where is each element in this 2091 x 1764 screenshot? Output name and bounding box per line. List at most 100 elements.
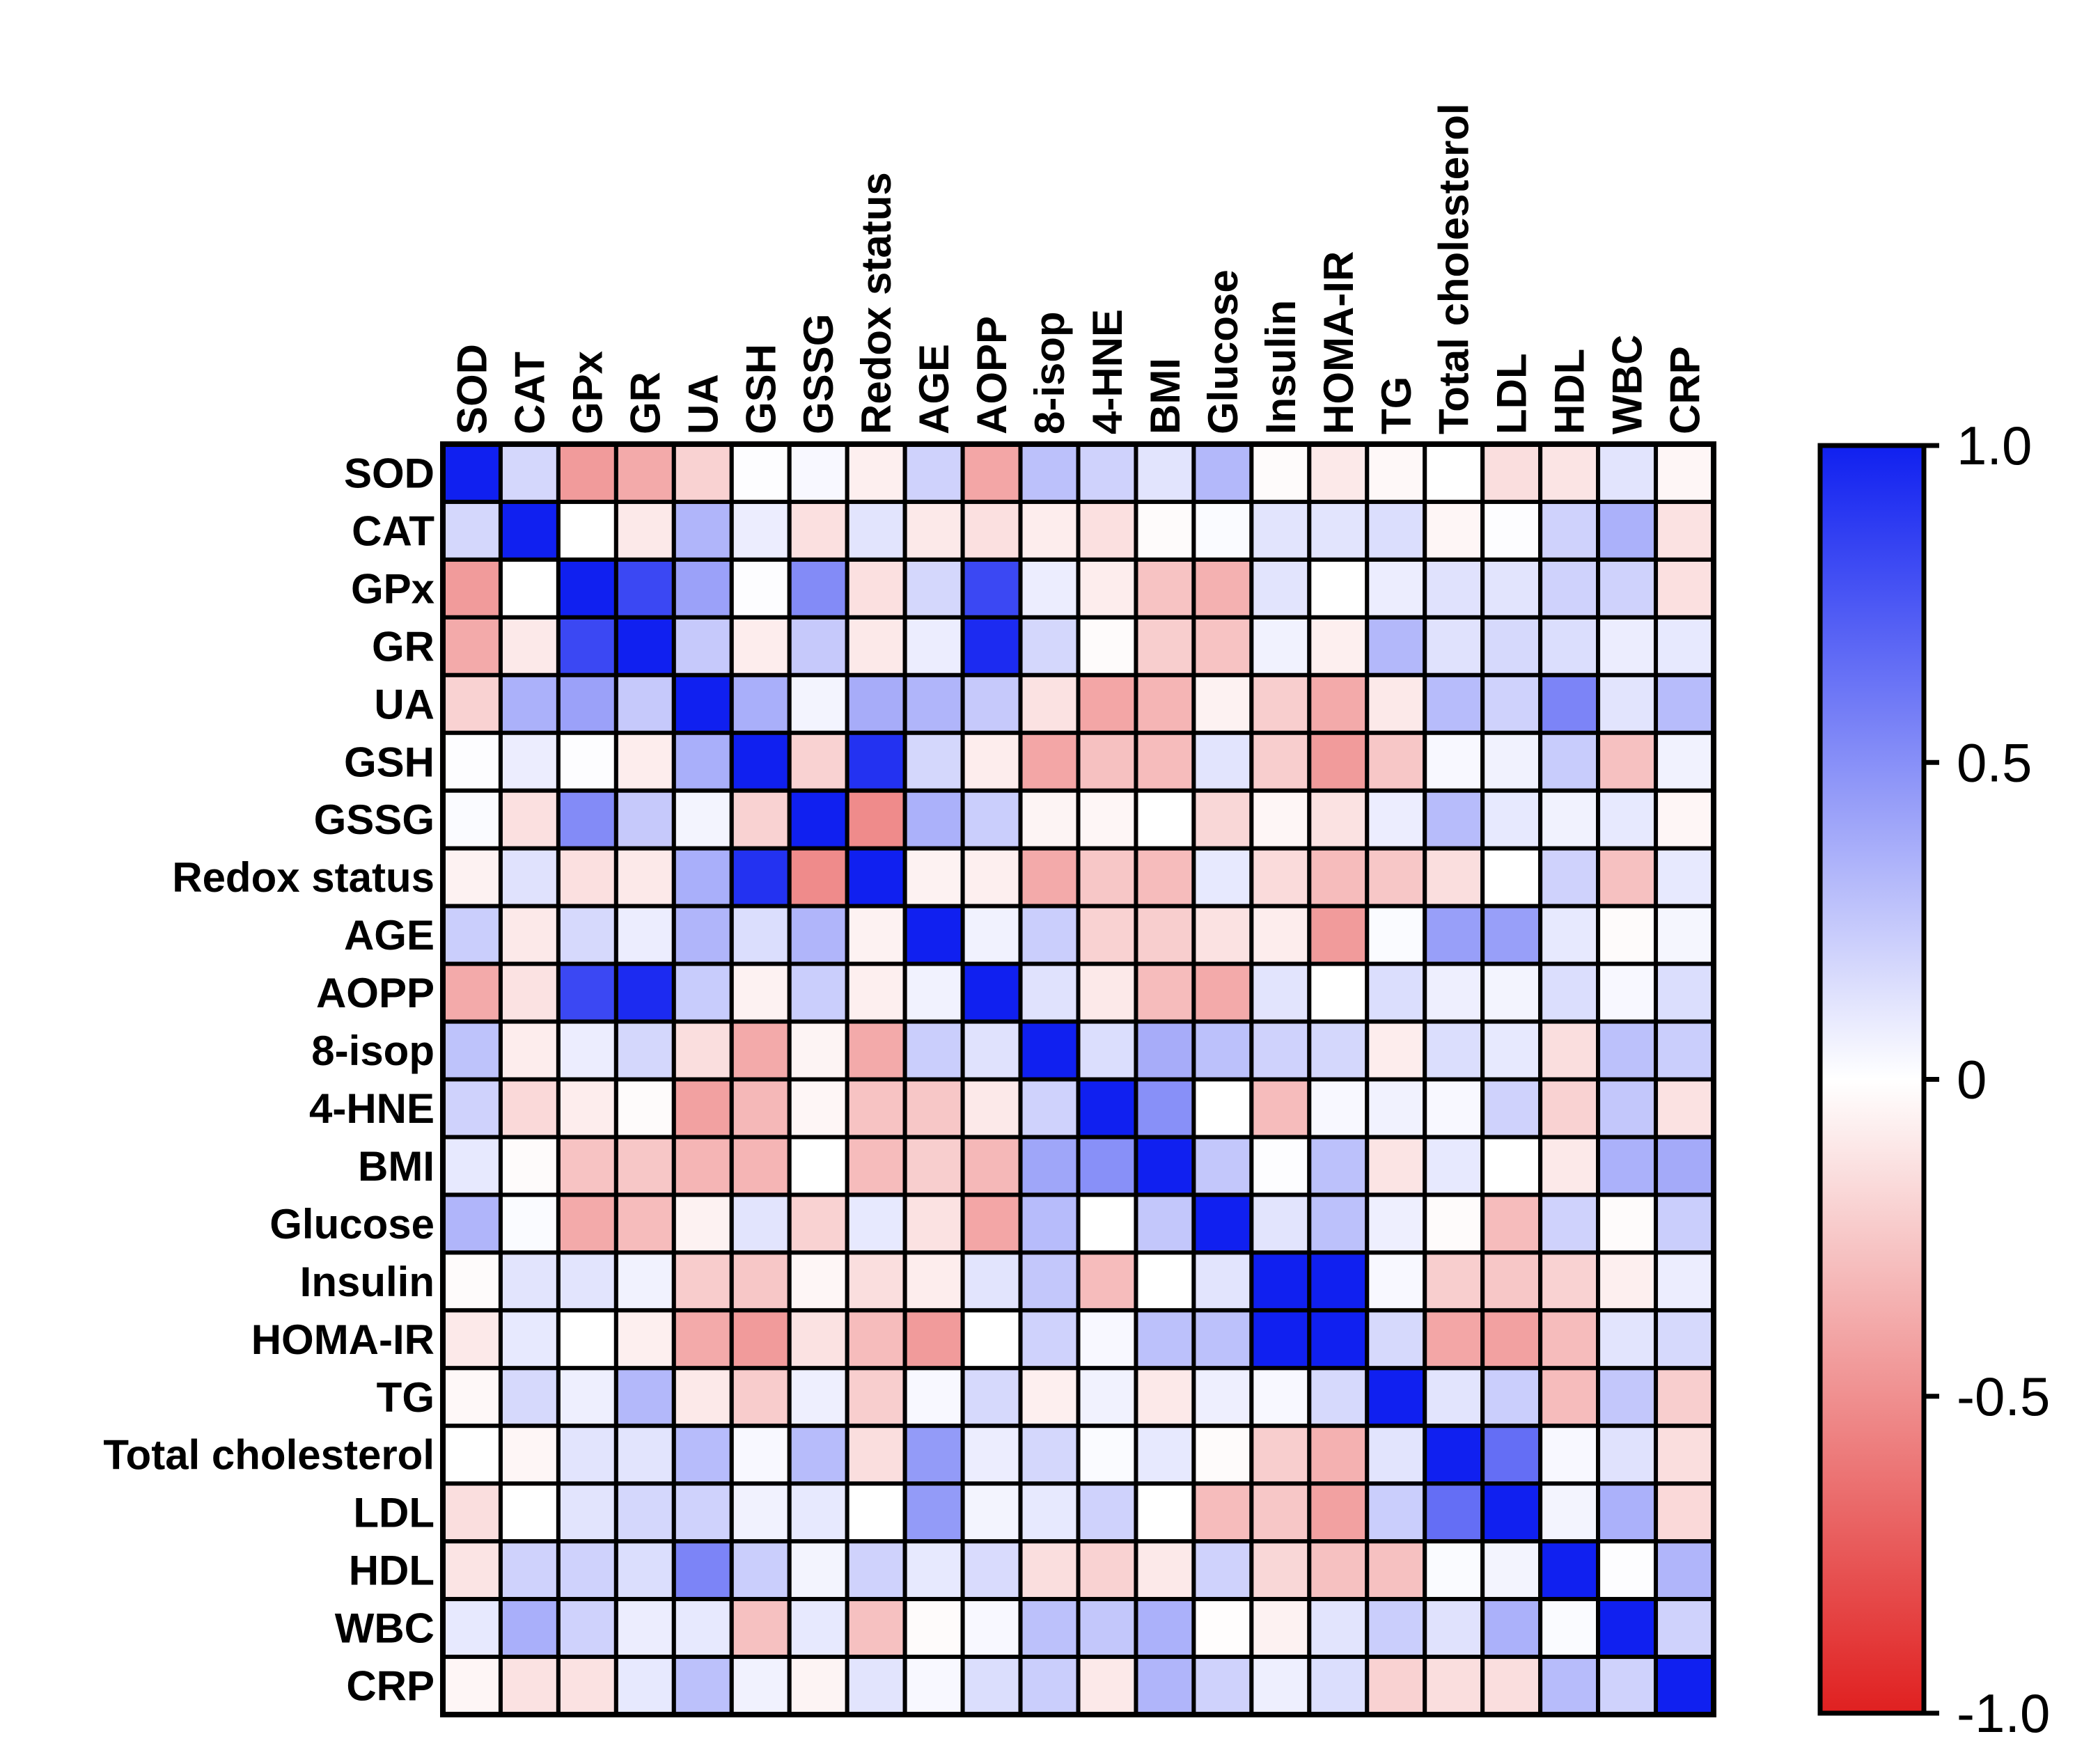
heatmap-cell xyxy=(787,1250,849,1313)
heatmap-cell xyxy=(902,1539,965,1602)
heatmap-cell xyxy=(1365,1655,1427,1717)
heatmap-cell xyxy=(1365,442,1427,504)
colorbar-tick-label: -0.5 xyxy=(1957,1366,2050,1427)
row-label: CRP xyxy=(346,1663,434,1710)
heatmap-cell xyxy=(1134,1135,1196,1197)
row-label: TG xyxy=(377,1374,434,1421)
column-label: AGE xyxy=(911,344,957,434)
heatmap-cell xyxy=(960,730,1023,793)
heatmap-cell xyxy=(1423,1366,1485,1428)
heatmap-cell xyxy=(1191,1250,1254,1313)
row-label: Insulin xyxy=(300,1259,434,1305)
heatmap-cell xyxy=(1076,672,1138,735)
heatmap-cell xyxy=(1596,672,1659,735)
heatmap-cell xyxy=(1018,499,1081,562)
heatmap-cell xyxy=(1365,615,1427,677)
heatmap-cell xyxy=(671,1539,734,1602)
heatmap-cell xyxy=(1307,499,1370,562)
heatmap-cell xyxy=(729,1655,792,1717)
row-label: AGE xyxy=(344,912,434,959)
heatmap-cell xyxy=(613,1019,676,1082)
row-labels: SOD CAT GPx GR UA GSH GSSG Redox status AGE AOPP 8… xyxy=(103,450,434,1709)
heatmap-cell xyxy=(1191,1308,1254,1371)
heatmap-cell xyxy=(613,1135,676,1197)
heatmap-cell xyxy=(1423,1597,1485,1660)
heatmap-cell xyxy=(1249,961,1312,1024)
heatmap-cell xyxy=(1538,1077,1601,1140)
heatmap-cell xyxy=(787,499,849,562)
heatmap-cell xyxy=(1134,846,1196,908)
heatmap-cell xyxy=(1249,557,1312,620)
heatmap-cell xyxy=(1596,846,1659,908)
heatmap-cell xyxy=(902,1366,965,1428)
heatmap-cell xyxy=(556,557,618,620)
heatmap-cell xyxy=(1538,1135,1601,1197)
heatmap-cell xyxy=(1191,1481,1254,1544)
heatmap-cell xyxy=(1538,904,1601,966)
row-label: 4-HNE xyxy=(309,1085,434,1132)
heatmap-cell xyxy=(1654,1308,1716,1371)
colorbar-tick-label: -1.0 xyxy=(1957,1683,2050,1744)
heatmap-cell xyxy=(556,1366,618,1428)
heatmap-border xyxy=(440,441,1716,1717)
heatmap-cell xyxy=(1191,1077,1254,1140)
heatmap-cell xyxy=(1365,904,1427,966)
heatmap-cell xyxy=(1134,1019,1196,1082)
heatmap-cell xyxy=(1596,904,1659,966)
heatmap-cell xyxy=(1076,788,1138,851)
heatmap-cell xyxy=(556,442,618,504)
heatmap-cell xyxy=(498,788,561,851)
heatmap-cell xyxy=(1423,1135,1485,1197)
heatmap-cell xyxy=(498,846,561,908)
heatmap-cell xyxy=(1480,557,1543,620)
heatmap-cell xyxy=(1423,846,1485,908)
heatmap-cell xyxy=(1654,961,1716,1024)
heatmap-cell xyxy=(1480,1655,1543,1717)
heatmap-cell xyxy=(1307,1250,1370,1313)
heatmap-cell xyxy=(1538,1655,1601,1717)
heatmap-cell xyxy=(1423,1481,1485,1544)
heatmap-cell xyxy=(1249,788,1312,851)
heatmap-cell xyxy=(498,1655,561,1717)
heatmap-cell xyxy=(613,1250,676,1313)
heatmap-cell xyxy=(441,904,503,966)
heatmap-cell xyxy=(960,961,1023,1024)
column-label: TG xyxy=(1373,377,1420,434)
heatmap-cell xyxy=(1134,1308,1196,1371)
heatmap-cell xyxy=(613,1192,676,1255)
heatmap-cell xyxy=(1018,1135,1081,1197)
heatmap-cell xyxy=(1654,1019,1716,1082)
heatmap-cell xyxy=(1654,1424,1716,1486)
heatmap-cell xyxy=(787,1077,849,1140)
heatmap-cell xyxy=(1076,1481,1138,1544)
heatmap-cell xyxy=(1018,1597,1081,1660)
column-label: SOD xyxy=(448,344,495,434)
heatmap-cell xyxy=(902,1655,965,1717)
heatmap-cell xyxy=(498,1192,561,1255)
heatmap-cell xyxy=(729,788,792,851)
heatmap-cell xyxy=(613,846,676,908)
heatmap-cell xyxy=(1423,1308,1485,1371)
heatmap-cell xyxy=(1191,904,1254,966)
heatmap-cell xyxy=(498,904,561,966)
heatmap-cell xyxy=(556,1481,618,1544)
heatmap-cell xyxy=(1076,1135,1138,1197)
heatmap-cell xyxy=(1249,1077,1312,1140)
heatmap-cell xyxy=(556,1019,618,1082)
heatmap-cell xyxy=(1249,1308,1312,1371)
heatmap-cell xyxy=(1423,1655,1485,1717)
heatmap-cell xyxy=(1018,1539,1081,1602)
heatmap-cell xyxy=(1365,788,1427,851)
heatmap-cell xyxy=(498,615,561,677)
column-label: GPx xyxy=(564,351,611,434)
heatmap-cell xyxy=(1596,1424,1659,1486)
heatmap-cell xyxy=(1480,1250,1543,1313)
heatmap-cell xyxy=(1654,557,1716,620)
heatmap-cell xyxy=(1538,788,1601,851)
heatmap-cell xyxy=(498,1077,561,1140)
heatmap-cell xyxy=(441,846,503,908)
row-label: WBC xyxy=(335,1605,434,1652)
heatmap-cell xyxy=(1538,1597,1601,1660)
heatmap-cell xyxy=(729,846,792,908)
heatmap-cell xyxy=(902,1135,965,1197)
